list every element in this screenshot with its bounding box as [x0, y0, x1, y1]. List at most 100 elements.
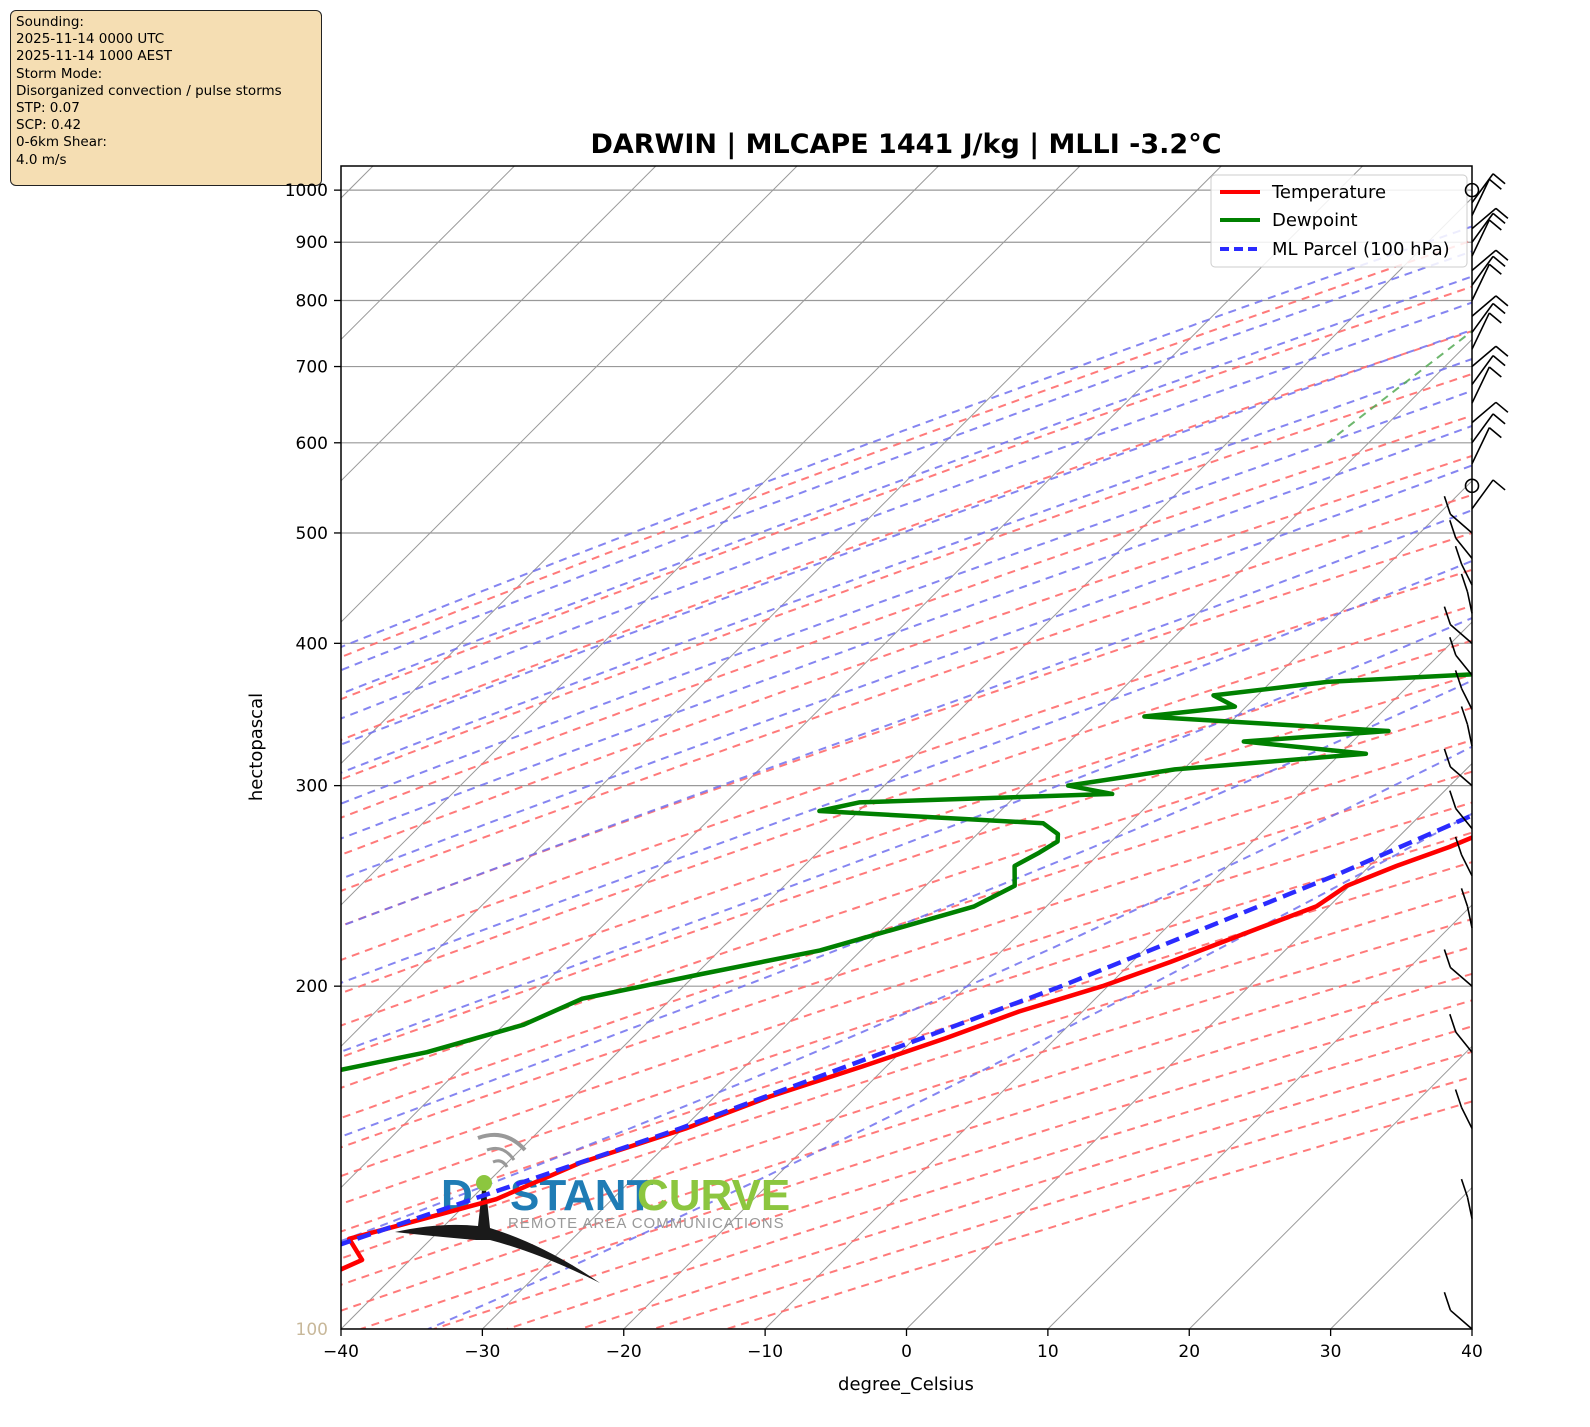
wind-barb — [1471, 302, 1506, 333]
y-tick-label: 100 — [296, 1320, 328, 1340]
wind-barb — [1471, 345, 1509, 368]
y-tick-label: 500 — [296, 524, 328, 544]
isotherm-line — [341, 166, 657, 482]
info-line: Disorganized convection / pulse storms — [16, 82, 282, 99]
isotherm-line — [906, 762, 1472, 1329]
dry-adiabat — [341, 770, 1472, 1149]
dry-adiabat — [341, 831, 1472, 1206]
moist-adiabat — [341, 424, 1472, 840]
moist-adiabat — [341, 745, 1472, 1243]
wind-barb — [1454, 545, 1473, 586]
info-line: Sounding: — [16, 14, 84, 30]
isotherm-line — [764, 621, 1472, 1329]
logo-tagline: REMOTE AREA COMMUNICATIONS — [508, 1215, 785, 1232]
x-tick-label: −20 — [606, 1342, 642, 1362]
calm-wind-circle — [1464, 478, 1480, 494]
wind-barb — [1460, 706, 1473, 747]
dry-adiabat — [341, 604, 1472, 995]
y-tick-label: 900 — [296, 233, 328, 253]
moist-adiabat — [341, 679, 1472, 1138]
wind-barb — [1449, 790, 1473, 830]
dry-adiabat — [341, 568, 1472, 962]
info-line: 4.0 m/s — [16, 151, 67, 168]
isotherm-line — [341, 166, 939, 765]
wind-barb — [1471, 426, 1502, 465]
x-tick-label: 40 — [1461, 1342, 1483, 1362]
wind-barb — [1471, 263, 1502, 301]
isotherm-line — [341, 166, 1222, 1048]
x-tick-label: 10 — [1037, 1342, 1059, 1362]
dry-adiabat — [341, 454, 1472, 856]
y-axis-label: hectopascal — [246, 693, 267, 801]
temperature-line — [341, 835, 1472, 1272]
wind-barb — [1471, 255, 1506, 286]
info-line: SCP: 0.42 — [16, 117, 82, 134]
x-tick-label: −10 — [747, 1342, 783, 1362]
wind-barb — [1471, 173, 1506, 204]
legend-temperature-label: Temperature — [1271, 182, 1386, 203]
dry-adiabat — [341, 493, 1472, 892]
dewpoint-line — [341, 672, 1472, 1073]
dry-adiabat — [341, 918, 1472, 1286]
wind-barb — [1471, 366, 1502, 404]
isotherm-line — [0, 166, 90, 1329]
wind-barb — [1449, 520, 1473, 559]
wind-barb — [1471, 295, 1509, 317]
calm-wind-circle — [1464, 182, 1480, 198]
moist-adiabat — [341, 357, 1472, 774]
wind-barb — [1471, 413, 1506, 444]
legend-dewpoint-label: Dewpoint — [1272, 210, 1358, 231]
logo-dot — [476, 1175, 492, 1191]
dry-adiabat — [341, 739, 1472, 1120]
isotherm-line — [341, 166, 798, 623]
wind-barb — [1454, 836, 1473, 877]
wind-barb — [1449, 636, 1473, 676]
moist-adiabat — [341, 616, 1472, 1053]
wind-barb — [1460, 888, 1473, 929]
legend-parcel-label: ML Parcel (100 hPa) — [1272, 239, 1450, 260]
wind-barb — [1443, 949, 1473, 987]
mixing-ratio-line — [1581, 166, 1590, 443]
logo-arc-mid — [486, 1146, 516, 1161]
info-line: 2025-11-14 1000 AEST — [16, 48, 172, 65]
info-line: Storm Mode: — [16, 65, 103, 82]
isotherm-line — [1471, 1328, 1472, 1329]
isotherm-line — [482, 338, 1472, 1329]
y-tick-label: 800 — [296, 291, 328, 311]
wind-barb — [1454, 670, 1473, 710]
moist-adiabat — [341, 509, 1472, 928]
wind-barb — [1471, 219, 1502, 257]
chart-title: DARWIN | MLCAPE 1441 J/kg | MLLI -3.2°C — [590, 129, 1221, 160]
wind-barb — [1454, 1089, 1473, 1129]
moist-adiabat — [341, 559, 1472, 984]
wind-barb — [1471, 479, 1506, 510]
wind-barb — [1460, 573, 1473, 614]
x-tick-label: 30 — [1320, 1342, 1342, 1362]
legend-box — [1210, 174, 1468, 268]
y-tick-label: 600 — [296, 434, 328, 454]
logo-word-curve: CURVE — [637, 1171, 790, 1220]
isotherm-line — [341, 166, 1081, 906]
dry-adiabat — [341, 285, 1472, 701]
wind-barb — [1443, 606, 1473, 644]
moist-adiabat — [341, 464, 1472, 880]
dry-adiabat — [580, 1050, 1472, 1329]
y-tick-label: 300 — [296, 777, 328, 797]
wind-barbs — [1443, 173, 1509, 1330]
dry-adiabat — [341, 531, 1472, 927]
dry-adiabat — [341, 673, 1472, 1059]
y-tick-label: 700 — [296, 358, 328, 378]
wind-barb — [1460, 1178, 1473, 1219]
moist-adiabat — [341, 275, 1472, 695]
x-axis-label: degree_Celsius — [838, 1374, 974, 1395]
wind-barb — [1471, 401, 1509, 424]
dry-adiabat — [341, 329, 1472, 742]
wind-barb — [1471, 312, 1502, 350]
y-tick-label: 1000 — [285, 181, 328, 201]
dry-adiabat — [341, 706, 1472, 1089]
logo-arc-inner — [492, 1159, 509, 1168]
dry-adiabat — [341, 889, 1472, 1260]
dry-adiabat — [360, 972, 1472, 1329]
logo-tower — [395, 1190, 600, 1283]
